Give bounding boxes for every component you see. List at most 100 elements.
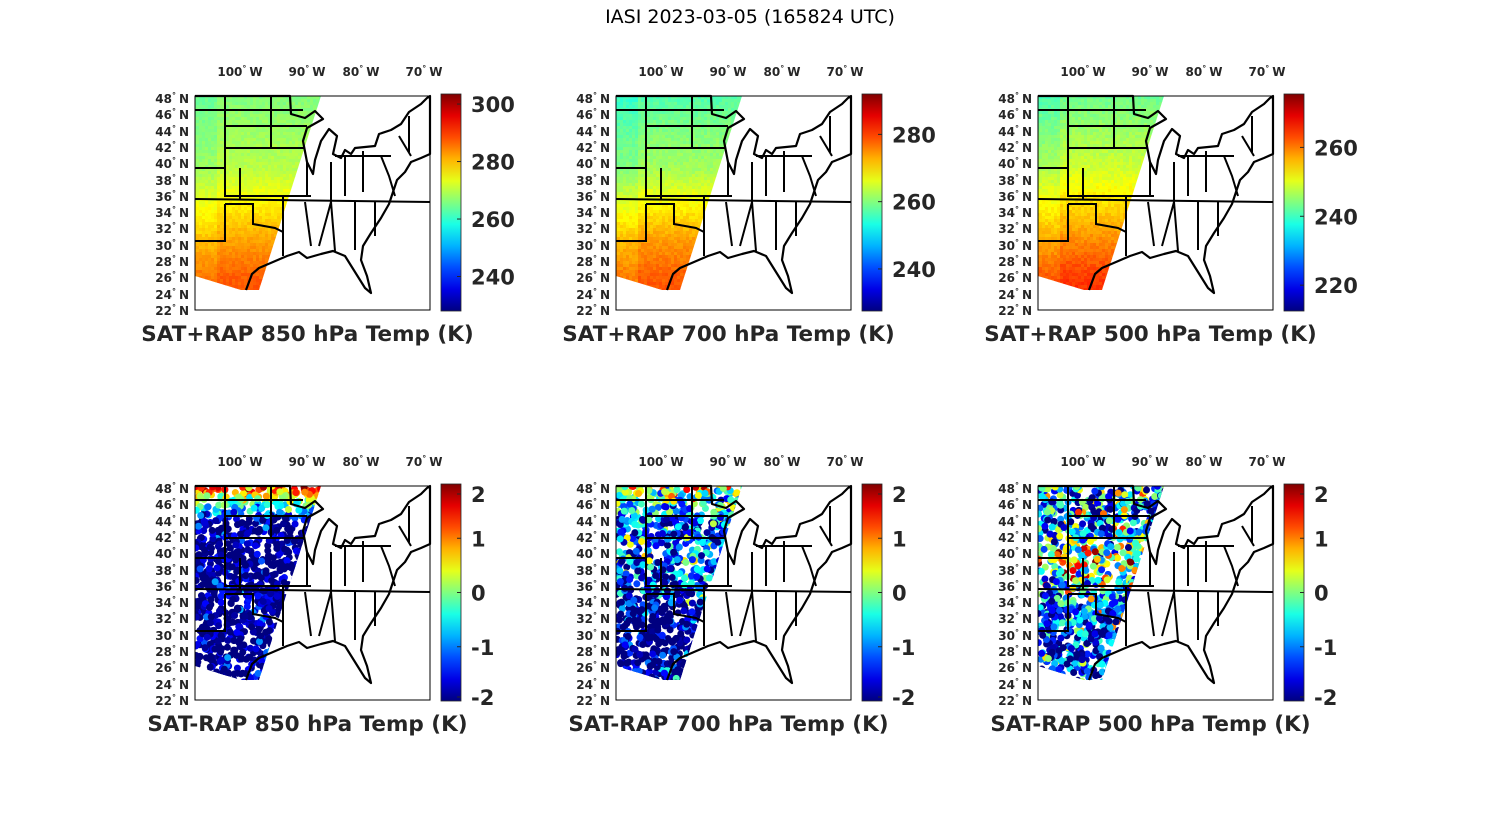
swath-pixel <box>662 171 666 175</box>
swath-pixel <box>653 138 657 142</box>
swath-pixel <box>229 219 233 223</box>
swath-pixel <box>620 162 624 166</box>
swath-pixel <box>722 102 726 106</box>
swath-pixel <box>196 144 200 148</box>
swath-pixel <box>256 204 260 208</box>
swath-pixel <box>250 159 254 163</box>
swath-pixel <box>674 135 678 139</box>
swath-pixel <box>668 111 672 115</box>
swath-pixel <box>632 168 636 172</box>
swath-pixel <box>620 159 624 163</box>
swath-pixel <box>247 273 251 277</box>
swath-pixel <box>626 159 630 163</box>
swath-pixel <box>265 114 269 118</box>
swath-pixel <box>286 126 290 130</box>
swath-pixel <box>271 150 275 154</box>
swath-pixel <box>623 117 627 121</box>
swath-pixel <box>650 171 654 175</box>
swath-pixel <box>205 231 209 235</box>
swath-pixel <box>629 180 633 184</box>
swath-pixel <box>707 159 711 163</box>
swath-pixel <box>247 204 251 208</box>
swath-pixel <box>205 96 209 100</box>
swath-pixel <box>235 183 239 187</box>
swath-pixel <box>196 129 200 133</box>
swath-pixel <box>713 171 717 175</box>
swath-pixel <box>265 159 269 163</box>
swath-pixel <box>271 153 275 157</box>
swath-pixel <box>638 171 642 175</box>
swath-pixel <box>650 117 654 121</box>
swath-pixel <box>250 234 254 238</box>
swath-pixel <box>250 285 254 289</box>
swath-pixel <box>202 141 206 145</box>
swath-pixel <box>195 96 197 100</box>
swath-pixel <box>289 117 293 121</box>
swath-pixel <box>262 105 266 109</box>
swath-pixel <box>217 228 221 232</box>
swath-pixel <box>310 117 314 121</box>
swath-pixel <box>617 138 621 142</box>
swath-pixel <box>247 270 251 274</box>
swath-pixel <box>665 126 669 130</box>
swath-pixel <box>262 243 266 247</box>
swath-pixel <box>635 120 639 124</box>
swath-pixel <box>195 168 197 172</box>
swath-pixel <box>277 159 281 163</box>
swath-pixel <box>686 201 690 205</box>
swath-pixel <box>656 201 660 205</box>
map-panel-2: 48° N46° N44° N42° N40° N38° N36° N34° N32° N30° N… <box>562 64 936 347</box>
swath-pixel <box>202 264 206 268</box>
swath-pixel <box>265 204 269 208</box>
swath-pixel <box>698 153 702 157</box>
swath-pixel <box>195 261 197 265</box>
swath-pixel <box>713 141 717 145</box>
swath-pixel <box>262 174 266 178</box>
swath-pixel <box>698 165 702 169</box>
swath-pixel <box>620 183 624 187</box>
swath-pixel <box>259 192 263 196</box>
swath-pixel <box>265 192 269 196</box>
swath-pixel <box>208 126 212 130</box>
swath-pixel <box>214 183 218 187</box>
swath-pixel <box>701 210 705 214</box>
swath-pixel <box>262 129 266 133</box>
swath-pixel <box>232 201 236 205</box>
swath-pixel <box>226 210 230 214</box>
swath-pixel <box>214 129 218 133</box>
swath-pixel <box>683 204 687 208</box>
swath-pixel <box>668 171 672 175</box>
swath-pixel <box>196 180 200 184</box>
swath-pixel <box>641 186 645 190</box>
swath-pixel <box>268 228 272 232</box>
swath-pixel <box>683 174 687 178</box>
swath-pixel <box>226 273 230 277</box>
swath-pixel <box>208 135 212 139</box>
swath-pixel <box>713 132 717 136</box>
swath-pixel <box>265 255 269 259</box>
swath-pixel <box>707 129 711 133</box>
swath-pixel <box>205 183 209 187</box>
swath-pixel <box>208 117 212 121</box>
swath-pixel <box>629 162 633 166</box>
swath-pixel <box>292 102 296 106</box>
swath-pixel <box>719 150 723 154</box>
lat-tick-label-value: 32 <box>155 222 172 236</box>
swath-pixel <box>241 165 245 169</box>
swath-pixel <box>244 117 248 121</box>
swath-pixel <box>692 207 696 211</box>
swath-pixel <box>247 144 251 148</box>
swath-pixel <box>241 156 245 160</box>
swath-pixel <box>629 189 633 193</box>
swath-pixel <box>196 162 200 166</box>
swath-pixel <box>199 246 203 250</box>
lat-tick-label: 46° N <box>155 107 189 122</box>
swath-pixel <box>695 168 699 172</box>
swath-pixel <box>704 96 708 100</box>
swath-pixel <box>226 276 230 280</box>
swath-pixel <box>226 228 230 232</box>
swath-pixel <box>695 192 699 196</box>
swath-pixel <box>632 129 636 133</box>
swath-pixel <box>701 177 705 181</box>
swath-pixel <box>692 204 696 208</box>
